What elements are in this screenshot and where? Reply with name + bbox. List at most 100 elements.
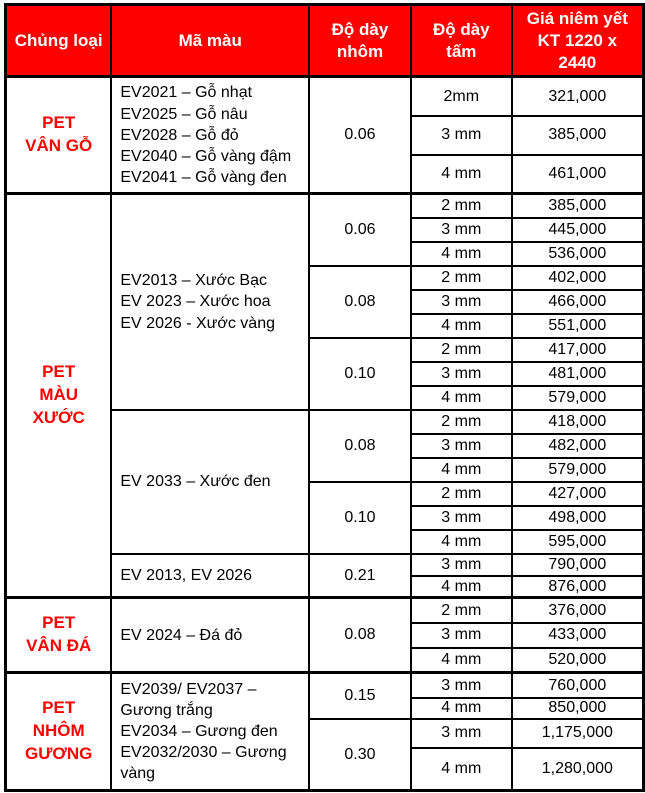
price-cell: 790,000 bbox=[510, 552, 645, 577]
sheet-thickness-cell: 3 mm bbox=[409, 671, 513, 699]
price-cell: 385,000 bbox=[510, 192, 645, 219]
sheet-thickness-cell: 3 mm bbox=[409, 114, 513, 156]
aluminum-thickness-cell: 0.10 bbox=[308, 480, 412, 555]
price-cell: 433,000 bbox=[510, 621, 645, 649]
price-cell: 595,000 bbox=[510, 528, 645, 555]
table-row: 4 mm 520,000 bbox=[6, 646, 645, 674]
sheet-thickness-cell: 2 mm bbox=[409, 480, 513, 507]
price-cell: 445,000 bbox=[510, 216, 645, 243]
price-cell: 520,000 bbox=[510, 646, 645, 674]
aluminum-thickness-cell: 0.15 bbox=[308, 671, 412, 720]
table-row: PET NHÔM GƯƠNG EV2039/ EV2037 – Gương tr… bbox=[4, 671, 645, 792]
color-codes-cell: EV 2033 – Xước đen bbox=[110, 408, 311, 555]
category-cell: PET VÂN ĐÁ bbox=[4, 596, 113, 674]
price-cell: 385,000 bbox=[510, 114, 645, 156]
table-row: 3 mm 445,000 bbox=[6, 216, 645, 243]
header-aluminum-thickness: Độ dày nhôm bbox=[308, 3, 412, 78]
sheet-thickness-cell: 4 mm bbox=[409, 574, 513, 599]
category-cell: PET MÀU XƯỚC bbox=[4, 192, 113, 599]
price-table: Chủng loại Mã màu Độ dày nhôm Độ dày tấm… bbox=[4, 3, 645, 793]
table-row: 3 mm 481,000 bbox=[6, 360, 645, 387]
price-cell: 551,000 bbox=[510, 312, 645, 339]
header-price: Giá niêm yết KT 1220 x 2440 bbox=[510, 3, 645, 78]
sheet-thickness-cell: 4 mm bbox=[409, 456, 513, 483]
aluminum-thickness-cell: 0.06 bbox=[308, 192, 412, 267]
table-row: 4 mm 876,000 bbox=[6, 574, 645, 599]
price-cell: 481,000 bbox=[510, 360, 645, 387]
sheet-thickness-cell: 2 mm bbox=[409, 192, 513, 219]
table-row: 0.08 2 mm 402,000 bbox=[6, 264, 645, 339]
price-cell: 850,000 bbox=[510, 696, 645, 720]
sheet-thickness-cell: 3 mm bbox=[409, 552, 513, 577]
header-sheet-thickness: Độ dày tấm bbox=[409, 3, 513, 78]
table-row: 3 mm 433,000 bbox=[6, 621, 645, 649]
price-cell: 579,000 bbox=[510, 456, 645, 483]
price-cell: 876,000 bbox=[510, 574, 645, 599]
price-cell: 402,000 bbox=[510, 264, 645, 291]
price-cell: 418,000 bbox=[510, 408, 645, 435]
table-row: 4 mm 551,000 bbox=[6, 312, 645, 339]
table-row: 3 mm 498,000 bbox=[6, 504, 645, 531]
table-row: 0.10 2 mm 417,000 bbox=[6, 336, 645, 411]
price-cell: 461,000 bbox=[510, 153, 645, 195]
sheet-thickness-cell: 2 mm bbox=[409, 336, 513, 363]
table-header-row: Chủng loại Mã màu Độ dày nhôm Độ dày tấm… bbox=[4, 3, 645, 78]
price-cell: 427,000 bbox=[510, 480, 645, 507]
color-codes-cell: EV 2024 – Đá đỏ bbox=[110, 596, 311, 674]
header-color-code: Mã màu bbox=[110, 3, 311, 78]
price-cell: 536,000 bbox=[510, 240, 645, 267]
table-row: 4 mm 579,000 bbox=[6, 384, 645, 411]
aluminum-thickness-cell: 0.08 bbox=[308, 408, 412, 483]
color-codes-cell: EV2021 – Gỗ nhạt EV2025 – Gỗ nâu EV2028 … bbox=[110, 75, 311, 195]
sheet-thickness-cell: 4 mm bbox=[409, 646, 513, 674]
sheet-thickness-cell: 4 mm bbox=[409, 312, 513, 339]
sheet-thickness-cell: 3 mm bbox=[409, 216, 513, 243]
table-row: 4 mm 536,000 bbox=[6, 240, 645, 267]
table-row: 3 mm 466,000 bbox=[6, 288, 645, 315]
price-cell: 482,000 bbox=[510, 432, 645, 459]
sheet-thickness-cell: 4 mm bbox=[409, 746, 513, 792]
header-category: Chủng loại bbox=[4, 3, 113, 78]
sheet-thickness-cell: 2 mm bbox=[409, 264, 513, 291]
sheet-thickness-cell: 2 mm bbox=[409, 408, 513, 435]
color-codes-cell: EV2013 – Xước Bạc EV 2023 – Xước hoa EV … bbox=[110, 192, 311, 411]
aluminum-thickness-cell: 0.30 bbox=[308, 717, 412, 792]
price-cell: 321,000 bbox=[510, 75, 645, 117]
sheet-thickness-cell: 3 mm bbox=[409, 432, 513, 459]
sheet-thickness-cell: 4 mm bbox=[409, 696, 513, 720]
price-cell: 466,000 bbox=[510, 288, 645, 315]
sheet-thickness-cell: 4 mm bbox=[409, 384, 513, 411]
color-codes-cell: EV 2013, EV 2026 bbox=[110, 552, 311, 599]
aluminum-thickness-cell: 0.10 bbox=[308, 336, 412, 411]
table-row: 4 mm 595,000 bbox=[6, 528, 645, 555]
table-row: 4 mm 579,000 bbox=[6, 456, 645, 483]
sheet-thickness-cell: 2 mm bbox=[409, 596, 513, 624]
color-codes-cell: EV2039/ EV2037 – Gương trắng EV2034 – Gư… bbox=[110, 671, 311, 792]
table-row: 4 mm 461,000 bbox=[6, 153, 645, 195]
aluminum-thickness-cell: 0.06 bbox=[308, 75, 412, 195]
price-cell: 1,280,000 bbox=[510, 746, 645, 792]
table-row: 0.10 2 mm 427,000 bbox=[6, 480, 645, 555]
price-cell: 579,000 bbox=[510, 384, 645, 411]
table-row: EV 2033 – Xước đen 0.08 2 mm 418,000 bbox=[6, 408, 645, 555]
sheet-thickness-cell: 4 mm bbox=[409, 240, 513, 267]
price-cell: 417,000 bbox=[510, 336, 645, 363]
sheet-thickness-cell: 2mm bbox=[409, 75, 513, 117]
table-row: PET VÂN ĐÁ EV 2024 – Đá đỏ 0.08 2 mm 376… bbox=[4, 596, 645, 674]
category-cell: PET VÂN GỖ bbox=[4, 75, 113, 195]
table-row: 4 mm 850,000 bbox=[6, 696, 645, 720]
sheet-thickness-cell: 3 mm bbox=[409, 504, 513, 531]
price-cell: 376,000 bbox=[510, 596, 645, 624]
table-row: 3 mm 482,000 bbox=[6, 432, 645, 459]
price-cell: 760,000 bbox=[510, 671, 645, 699]
sheet-thickness-cell: 4 mm bbox=[409, 153, 513, 195]
sheet-thickness-cell: 3 mm bbox=[409, 717, 513, 749]
sheet-thickness-cell: 4 mm bbox=[409, 528, 513, 555]
category-cell: PET NHÔM GƯƠNG bbox=[4, 671, 113, 792]
aluminum-thickness-cell: 0.08 bbox=[308, 264, 412, 339]
aluminum-thickness-cell: 0.21 bbox=[308, 552, 412, 599]
table-row: PET VÂN GỖ EV2021 – Gỗ nhạt EV2025 – Gỗ … bbox=[4, 75, 645, 195]
aluminum-thickness-cell: 0.08 bbox=[308, 596, 412, 674]
sheet-thickness-cell: 3 mm bbox=[409, 360, 513, 387]
sheet-thickness-cell: 3 mm bbox=[409, 288, 513, 315]
